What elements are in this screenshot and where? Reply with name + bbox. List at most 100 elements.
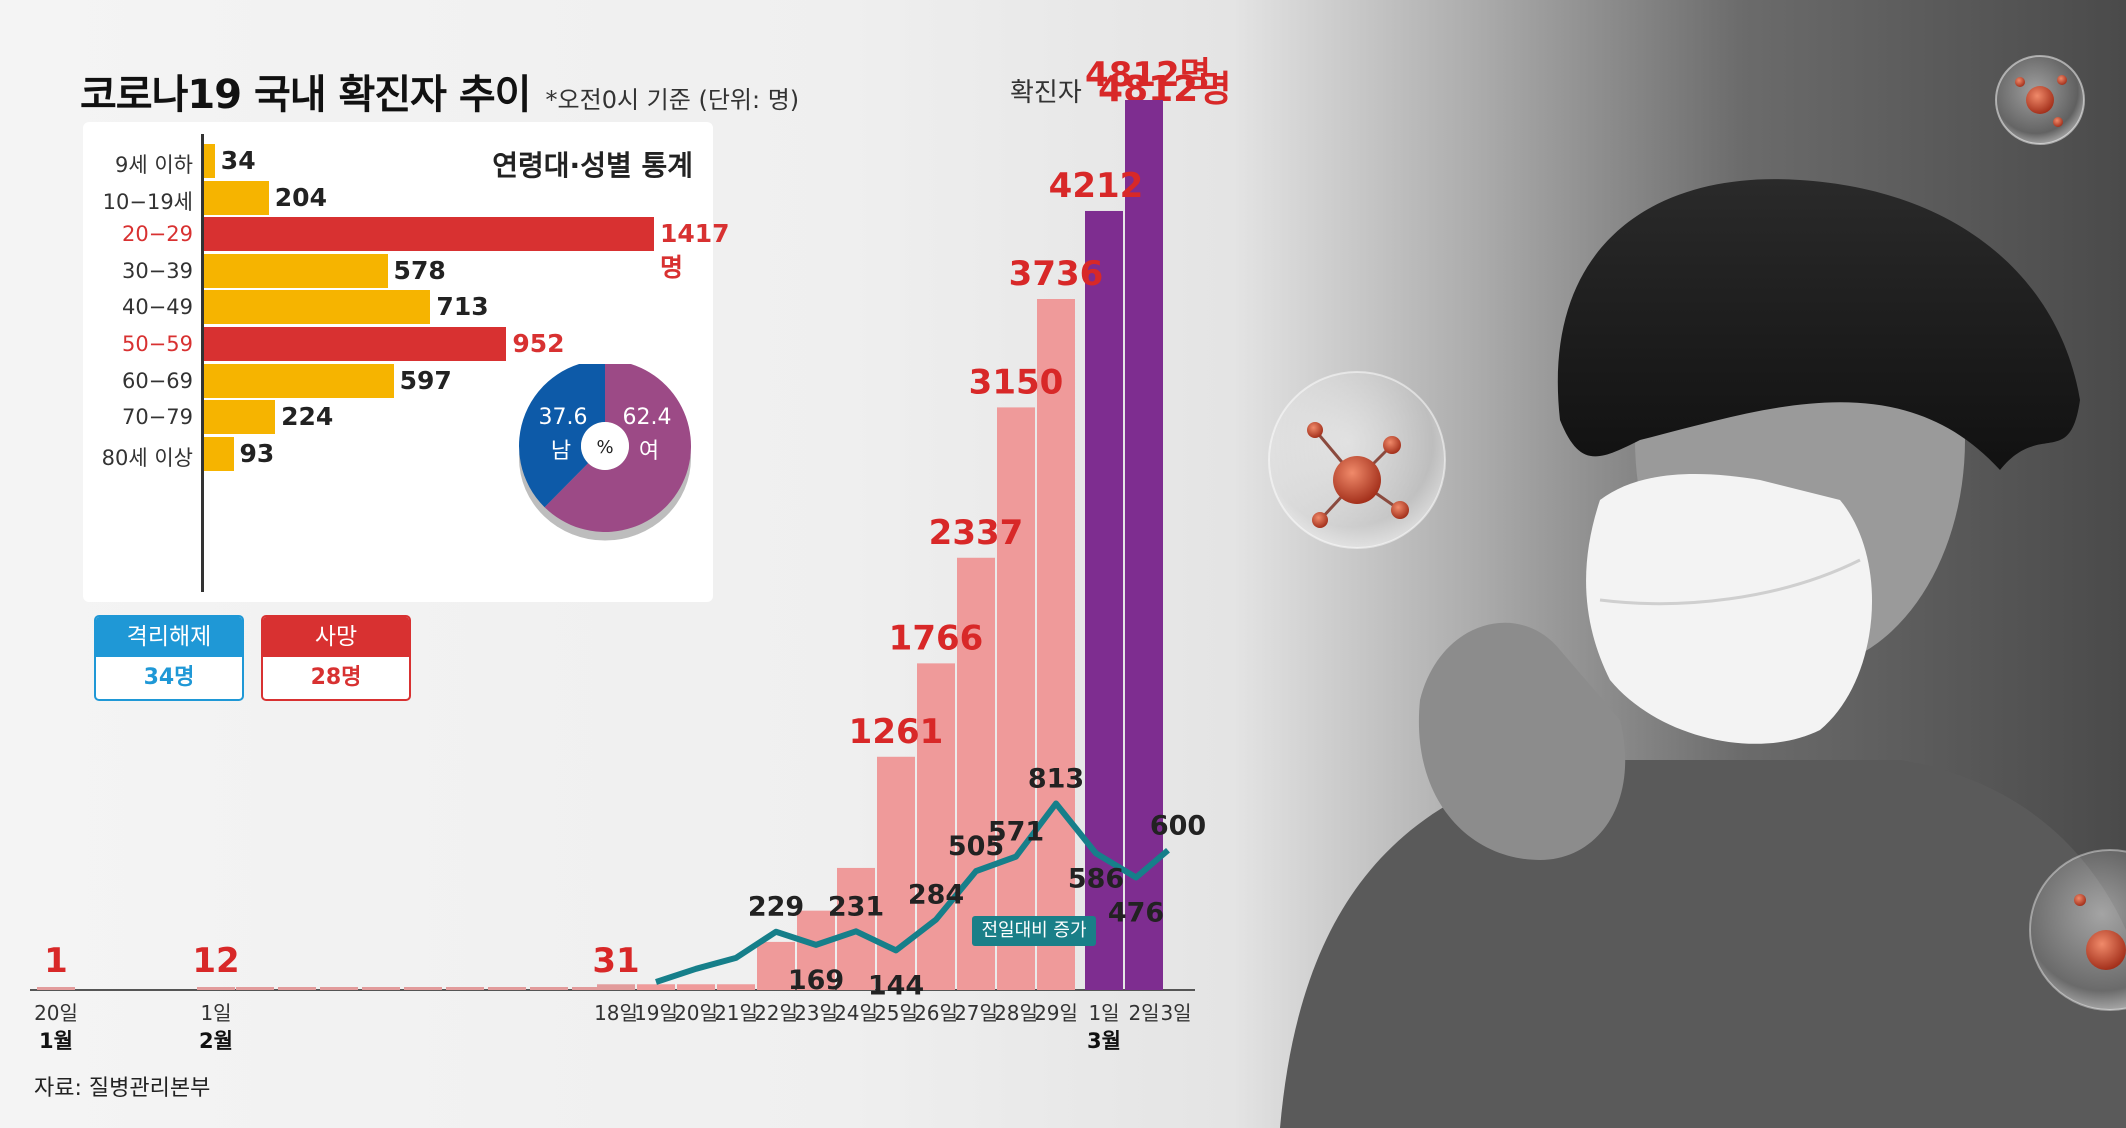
donut-hole <box>581 422 629 470</box>
release-stat-box: 격리해제 34명 <box>94 615 244 701</box>
cases-bar <box>757 941 795 990</box>
cases-bar <box>917 663 955 990</box>
virus-bubble-small-icon <box>1995 55 2085 145</box>
increase-label: 231 <box>828 891 884 922</box>
lead-in-bar <box>278 987 316 990</box>
x-tick-label: 20일 <box>34 1001 78 1025</box>
age-group-value: 1417명 <box>660 219 730 283</box>
cases-bar <box>997 407 1035 990</box>
age-group-value: 34 <box>220 146 256 175</box>
age-panel-title: 연령대·성별 통계 <box>492 149 693 182</box>
cases-total-label: 1261 <box>849 712 944 752</box>
x-tick-label: 19일 <box>634 1001 678 1025</box>
increase-label: 600 <box>1150 810 1206 841</box>
age-group-label: 40−49 <box>121 295 193 320</box>
increase-label: 284 <box>908 880 964 911</box>
lead-in-bar <box>488 987 526 990</box>
x-tick-label: 29일 <box>1034 1001 1078 1025</box>
virus-bubble-large-icon <box>1268 371 1446 549</box>
virus-bubble-edge-icon <box>2029 849 2126 1011</box>
confirmed-total-label: 확진자 <box>1010 78 1082 108</box>
death-stat-box: 사망 28명 <box>261 615 411 701</box>
x-tick-label: 3일 <box>1160 1001 1191 1025</box>
x-tick-label: 20일 <box>674 1001 718 1025</box>
increase-label: 571 <box>988 817 1044 848</box>
gender-donut-chart: % 62.4 여 37.6 남 <box>519 364 691 541</box>
death-stat-value: 28명 <box>310 665 362 690</box>
lead-in-bar <box>572 987 610 990</box>
x-month-label: 3월 <box>1087 1029 1121 1053</box>
male-percent: 37.6 <box>539 405 588 430</box>
cases-bar <box>37 987 75 990</box>
cases-total-label: 3150 <box>969 362 1064 402</box>
lead-in-bar <box>320 987 358 990</box>
age-group-value: 204 <box>274 182 327 212</box>
cases-total-label: 2337 <box>929 513 1024 553</box>
age-group-label: 9세 이하 <box>115 153 193 177</box>
female-label: 여 <box>639 439 659 464</box>
x-tick-label: 1일 <box>200 1001 231 1025</box>
age-group-bar <box>204 253 388 288</box>
lead-in-bar <box>530 987 568 990</box>
x-tick-label: 28일 <box>994 1001 1038 1025</box>
x-tick-label: 24일 <box>834 1001 878 1025</box>
cases-total-label: 1766 <box>889 618 984 658</box>
x-month-label: 1월 <box>39 1029 73 1053</box>
female-slice <box>544 364 691 532</box>
increase-label: 505 <box>948 831 1004 862</box>
male-slice <box>519 364 605 508</box>
source-note: 자료: 질병관리본부 <box>34 1076 211 1101</box>
increase-label: 586 <box>1068 863 1124 894</box>
age-group-bar <box>204 400 276 435</box>
cases-bar <box>877 756 915 990</box>
donut-unit: % <box>596 437 613 458</box>
cases-bar <box>1125 100 1163 990</box>
age-group-bar <box>204 436 234 471</box>
increase-label: 169 <box>788 965 844 996</box>
cases-bar <box>1037 299 1075 990</box>
chart-title-note: *오전0시 기준 (단위: 명) <box>545 86 800 114</box>
lead-in-bar <box>446 987 484 990</box>
lead-in-bar <box>362 987 400 990</box>
cases-total-label: 1 <box>44 941 68 981</box>
release-stat-value: 34명 <box>143 665 195 690</box>
age-group-bar <box>204 217 654 252</box>
lead-in-bar <box>404 987 442 990</box>
x-tick-label: 22일 <box>754 1001 798 1025</box>
cases-total-label: 3736 <box>1009 254 1104 294</box>
age-axis-line <box>201 134 204 592</box>
age-group-label: 60−69 <box>121 368 193 393</box>
age-group-value: 224 <box>281 402 334 432</box>
female-percent: 62.4 <box>623 405 672 430</box>
lead-in-bar <box>236 987 274 990</box>
increase-label: 476 <box>1108 897 1164 928</box>
x-tick-label: 27일 <box>954 1001 998 1025</box>
age-group-label: 10−19세 <box>102 189 193 214</box>
confirmed-total-value: 4812명 <box>1098 69 1232 110</box>
increase-label: 144 <box>868 970 924 1001</box>
age-group-label: 70−79 <box>121 405 193 430</box>
death-stat-label: 사망 <box>263 617 409 657</box>
x-tick-label: 25일 <box>874 1001 918 1025</box>
age-group-label: 30−39 <box>121 258 193 283</box>
age-group-value: 952 <box>512 329 565 358</box>
confirmed-total-caption: 확진자 4812명 <box>1010 60 1231 112</box>
age-group-bar <box>204 327 507 361</box>
x-tick-label: 2일 <box>1128 1001 1159 1025</box>
age-group-value: 93 <box>239 438 275 468</box>
cases-bar <box>597 984 635 990</box>
x-tick-label: 18일 <box>594 1001 638 1025</box>
age-group-value: 597 <box>399 365 452 395</box>
age-group-value: 578 <box>393 255 446 285</box>
increase-line <box>655 800 1170 985</box>
age-group-label: 50−59 <box>121 332 193 356</box>
cases-total-label: 4212 <box>1049 166 1144 206</box>
chart-title: 코로나19 국내 확진자 추이 <box>80 72 531 118</box>
person-figure <box>1280 179 2126 1128</box>
male-label: 남 <box>551 439 571 464</box>
x-tick-label: 23일 <box>794 1001 838 1025</box>
cases-bar <box>797 910 835 990</box>
cases-total-label: 4812명 <box>1085 55 1211 95</box>
